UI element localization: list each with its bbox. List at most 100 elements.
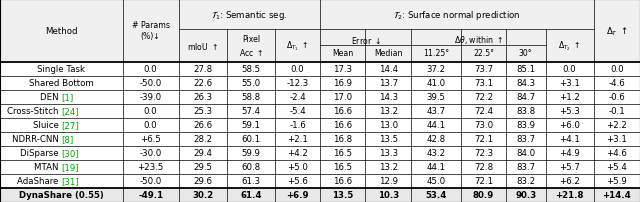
Text: 61.4: 61.4 xyxy=(240,190,262,200)
Text: 57.4: 57.4 xyxy=(241,107,260,116)
Text: 0.0: 0.0 xyxy=(291,65,305,74)
Text: +5.6: +5.6 xyxy=(287,177,308,185)
Text: 44.1: 44.1 xyxy=(427,121,446,130)
Text: Pixel
Acc $\uparrow$: Pixel Acc $\uparrow$ xyxy=(239,35,263,58)
Text: 43.7: 43.7 xyxy=(427,107,446,116)
Text: 30.2: 30.2 xyxy=(192,190,214,200)
Text: $\Delta_{T_2}$ $\uparrow$: $\Delta_{T_2}$ $\uparrow$ xyxy=(559,40,581,53)
Text: 29.4: 29.4 xyxy=(193,149,212,158)
Text: +2.2: +2.2 xyxy=(606,121,627,130)
Text: +5.9: +5.9 xyxy=(607,177,627,185)
Text: 25.3: 25.3 xyxy=(193,107,212,116)
Text: +6.9: +6.9 xyxy=(286,190,309,200)
Text: 84.3: 84.3 xyxy=(516,79,535,88)
Text: 84.7: 84.7 xyxy=(516,93,535,102)
Text: 14.4: 14.4 xyxy=(379,65,398,74)
Text: 14.3: 14.3 xyxy=(379,93,398,102)
Text: +5.3: +5.3 xyxy=(559,107,580,116)
Text: 83.8: 83.8 xyxy=(516,107,535,116)
Text: 72.1: 72.1 xyxy=(474,135,493,144)
Text: 83.7: 83.7 xyxy=(516,135,535,144)
Text: +4.9: +4.9 xyxy=(559,149,580,158)
Text: 0.0: 0.0 xyxy=(144,121,157,130)
Text: 84.0: 84.0 xyxy=(516,149,535,158)
Text: 45.0: 45.0 xyxy=(427,177,446,185)
Text: +21.8: +21.8 xyxy=(556,190,584,200)
Text: -1.6: -1.6 xyxy=(289,121,306,130)
Text: 60.1: 60.1 xyxy=(241,135,260,144)
Text: 13.7: 13.7 xyxy=(379,79,398,88)
Text: 13.5: 13.5 xyxy=(332,190,353,200)
Text: $\Delta\theta$, within $\uparrow$: $\Delta\theta$, within $\uparrow$ xyxy=(454,34,503,46)
Text: 11.25°: 11.25° xyxy=(423,49,449,58)
Text: 28.2: 28.2 xyxy=(193,135,212,144)
Text: [1]: [1] xyxy=(61,93,74,102)
Text: 59.9: 59.9 xyxy=(241,149,260,158)
Text: Cross-Stitch: Cross-Stitch xyxy=(7,107,61,116)
Text: -49.1: -49.1 xyxy=(138,190,163,200)
Text: -12.3: -12.3 xyxy=(287,79,308,88)
Text: -0.6: -0.6 xyxy=(609,93,625,102)
Text: 16.6: 16.6 xyxy=(333,107,353,116)
Text: 58.8: 58.8 xyxy=(241,93,260,102)
Text: 72.2: 72.2 xyxy=(474,93,493,102)
Text: +4.1: +4.1 xyxy=(559,135,580,144)
Text: 72.3: 72.3 xyxy=(474,149,493,158)
Text: 12.9: 12.9 xyxy=(379,177,398,185)
Text: Error $\downarrow$: Error $\downarrow$ xyxy=(351,34,381,45)
Text: mIoU $\uparrow$: mIoU $\uparrow$ xyxy=(188,41,218,52)
Text: $\Delta_{T_1}$ $\uparrow$: $\Delta_{T_1}$ $\uparrow$ xyxy=(287,40,309,53)
Text: -5.4: -5.4 xyxy=(289,107,306,116)
Bar xyxy=(0,188,640,202)
Text: +6.2: +6.2 xyxy=(559,177,580,185)
Text: Method: Method xyxy=(45,27,77,36)
Text: 0.0: 0.0 xyxy=(610,65,623,74)
Text: 39.5: 39.5 xyxy=(427,93,446,102)
Text: -0.1: -0.1 xyxy=(609,107,625,116)
Text: 29.6: 29.6 xyxy=(193,177,212,185)
Text: [24]: [24] xyxy=(61,107,79,116)
Text: $\Delta_T$ $\uparrow$: $\Delta_T$ $\uparrow$ xyxy=(606,25,628,37)
Text: 17.3: 17.3 xyxy=(333,65,353,74)
Text: 72.8: 72.8 xyxy=(474,163,493,171)
Text: 85.1: 85.1 xyxy=(516,65,535,74)
Text: 83.7: 83.7 xyxy=(516,163,535,171)
Text: DiSparse: DiSparse xyxy=(20,149,61,158)
Text: 61.3: 61.3 xyxy=(241,177,260,185)
Text: 90.3: 90.3 xyxy=(515,190,536,200)
Text: 13.2: 13.2 xyxy=(379,163,398,171)
Text: 72.1: 72.1 xyxy=(474,177,493,185)
Text: +5.7: +5.7 xyxy=(559,163,580,171)
Text: $\mathcal{T}_1$: Semantic seg.: $\mathcal{T}_1$: Semantic seg. xyxy=(211,9,288,22)
Text: 59.1: 59.1 xyxy=(241,121,260,130)
Text: [8]: [8] xyxy=(61,135,74,144)
Text: 41.0: 41.0 xyxy=(427,79,446,88)
Text: -50.0: -50.0 xyxy=(140,79,162,88)
Text: [30]: [30] xyxy=(61,149,79,158)
Text: 58.5: 58.5 xyxy=(241,65,260,74)
Text: +14.4: +14.4 xyxy=(602,190,631,200)
Text: +5.0: +5.0 xyxy=(287,163,308,171)
Text: 22.6: 22.6 xyxy=(193,79,212,88)
Text: +5.4: +5.4 xyxy=(606,163,627,171)
Text: 83.9: 83.9 xyxy=(516,121,535,130)
Text: Single Task: Single Task xyxy=(37,65,85,74)
Text: 42.8: 42.8 xyxy=(427,135,446,144)
Text: [31]: [31] xyxy=(61,177,79,185)
Text: 0.0: 0.0 xyxy=(144,107,157,116)
Text: 13.5: 13.5 xyxy=(379,135,398,144)
Text: 73.0: 73.0 xyxy=(474,121,493,130)
Text: DEN: DEN xyxy=(40,93,61,102)
Text: MTAN: MTAN xyxy=(34,163,61,171)
Text: -39.0: -39.0 xyxy=(140,93,162,102)
Text: 26.6: 26.6 xyxy=(193,121,212,130)
Text: 30°: 30° xyxy=(519,49,532,58)
Text: 13.2: 13.2 xyxy=(379,107,398,116)
Text: 83.2: 83.2 xyxy=(516,177,535,185)
Text: 27.8: 27.8 xyxy=(193,65,212,74)
Text: +3.1: +3.1 xyxy=(559,79,580,88)
Text: $\mathcal{T}_2$: Surface normal prediction: $\mathcal{T}_2$: Surface normal predicti… xyxy=(393,9,521,22)
Text: -2.4: -2.4 xyxy=(289,93,306,102)
Text: 60.8: 60.8 xyxy=(241,163,260,171)
Text: 17.0: 17.0 xyxy=(333,93,353,102)
